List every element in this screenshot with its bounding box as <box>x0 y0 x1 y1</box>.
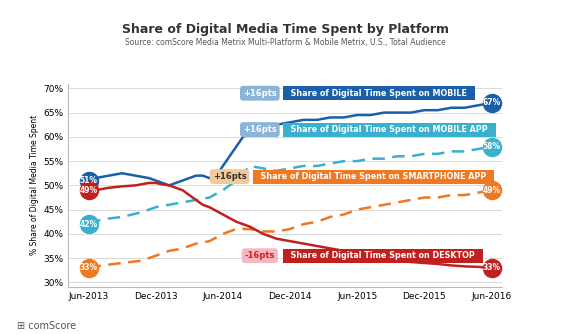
Text: 33%: 33% <box>79 263 97 272</box>
Text: Share of Digital Time Spent on MOBILE: Share of Digital Time Spent on MOBILE <box>286 89 473 98</box>
Text: Share of Digital Time Spent on SMARTPHONE APP: Share of Digital Time Spent on SMARTPHON… <box>255 172 492 181</box>
Text: +16pts: +16pts <box>243 89 276 98</box>
Text: Share of Digital Time Spent on MOBILE APP: Share of Digital Time Spent on MOBILE AP… <box>286 125 494 134</box>
Text: 33%: 33% <box>482 263 500 272</box>
Text: 67%: 67% <box>482 99 500 108</box>
Text: ⊞ comScore: ⊞ comScore <box>17 321 76 331</box>
Text: +16pts: +16pts <box>243 125 276 134</box>
Text: -16pts: -16pts <box>245 251 275 260</box>
Text: 42%: 42% <box>79 220 97 229</box>
Text: 49%: 49% <box>482 186 500 195</box>
Text: Source: comScore Media Metrix Multi-Platform & Mobile Metrix, U.S., Total Audien: Source: comScore Media Metrix Multi-Plat… <box>125 38 445 47</box>
Y-axis label: % Share of Digital Media Time Spent: % Share of Digital Media Time Spent <box>30 115 39 256</box>
Text: +16pts: +16pts <box>213 172 246 181</box>
Text: 58%: 58% <box>482 142 500 151</box>
Text: 49%: 49% <box>79 186 97 195</box>
Text: Share of Digital Time Spent on DESKTOP: Share of Digital Time Spent on DESKTOP <box>286 251 481 260</box>
Text: Share of Digital Media Time Spent by Platform: Share of Digital Media Time Spent by Pla… <box>121 23 449 36</box>
Text: 51%: 51% <box>80 176 97 185</box>
